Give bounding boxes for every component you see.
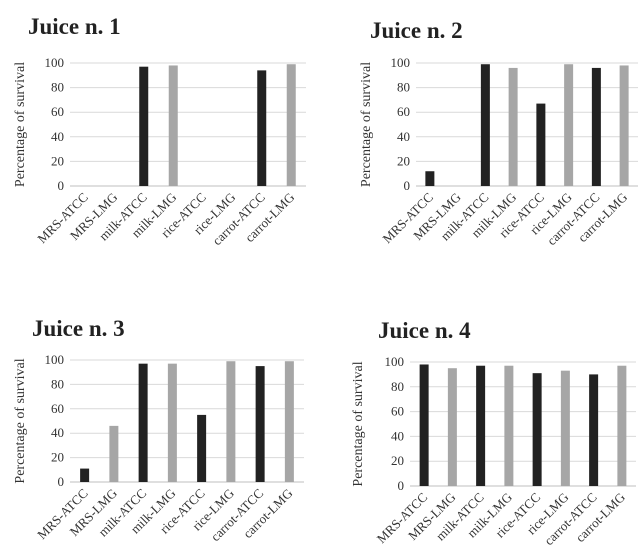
y-tick-label: 20	[391, 453, 404, 468]
bar-carrot-atcc	[591, 67, 601, 186]
y-tick-label: 40	[51, 129, 64, 144]
y-tick-label: 100	[385, 354, 405, 369]
bar-rice-atcc	[197, 414, 207, 482]
bar-carrot-lmg	[617, 365, 627, 486]
y-tick-label: 20	[51, 450, 64, 465]
bar-milk-lmg	[168, 65, 178, 186]
bar-rice-lmg	[560, 370, 570, 486]
y-tick-label: 40	[391, 428, 404, 443]
y-tick-label: 0	[58, 474, 65, 489]
bar-mrs-atcc	[80, 468, 90, 482]
y-tick-label: 0	[58, 178, 65, 193]
y-tick-label: 100	[45, 352, 65, 367]
y-axis-label: Percentage of survival	[351, 361, 366, 486]
y-tick-label: 80	[397, 80, 410, 95]
bar-carrot-lmg	[284, 361, 294, 482]
y-tick-label: 80	[51, 80, 64, 95]
y-tick-label: 80	[51, 376, 64, 391]
bar-carrot-atcc	[257, 70, 267, 186]
chart-panel-4: Juice n. 4 Percentage of survival 0 20 40 60 8…	[351, 318, 636, 548]
y-axis-label: Percentage of survival	[13, 358, 28, 483]
y-tick-label: 20	[397, 153, 410, 168]
bar-milk-atcc	[138, 363, 148, 482]
chart-panel-1: Juice n. 1 Percentage of survival 0 20 40 60 8…	[13, 14, 306, 248]
y-tick-label: 60	[397, 104, 410, 119]
chart-title: Juice n. 4	[378, 318, 471, 343]
bar-milk-atcc	[139, 66, 149, 186]
bar-milk-atcc	[480, 64, 490, 186]
bar-rice-lmg	[226, 361, 236, 482]
bar-mrs-lmg	[447, 368, 457, 486]
bar-milk-lmg	[167, 363, 177, 482]
y-tick-label: 0	[398, 478, 405, 493]
bar-mrs-lmg	[109, 425, 119, 482]
y-axis-label: Percentage of survival	[359, 62, 374, 187]
y-tick-label: 20	[51, 153, 64, 168]
bar-carrot-atcc	[589, 374, 599, 486]
chart-panel-2: Juice n. 2 Percentage of survival 0 20 40 60 8…	[359, 18, 638, 248]
bar-rice-atcc	[532, 373, 542, 486]
y-axis-label: Percentage of survival	[13, 62, 28, 187]
y-tick-label: 100	[45, 55, 65, 70]
y-tick-label: 100	[391, 55, 411, 70]
y-tick-label: 40	[397, 129, 410, 144]
bar-carrot-lmg	[619, 65, 629, 186]
y-tick-label: 60	[51, 104, 64, 119]
bar-carrot-atcc	[255, 366, 265, 482]
chart-title: Juice n. 3	[32, 316, 125, 341]
bar-milk-atcc	[476, 365, 486, 486]
bar-rice-atcc	[536, 103, 546, 186]
y-tick-label: 40	[51, 425, 64, 440]
bar-rice-lmg	[564, 64, 574, 186]
bar-carrot-lmg	[286, 64, 296, 186]
y-tick-label: 80	[391, 379, 404, 394]
chart-title: Juice n. 1	[28, 14, 121, 39]
bar-milk-lmg	[504, 365, 514, 486]
bar-mrs-atcc	[425, 171, 435, 186]
y-tick-label: 60	[391, 404, 404, 419]
y-tick-label: 60	[51, 401, 64, 416]
chart-panel-3: Juice n. 3 Percentage of survival 0 20 40 60 8…	[13, 316, 304, 544]
chart-title: Juice n. 2	[370, 18, 463, 43]
bar-mrs-atcc	[419, 364, 429, 486]
bar-milk-lmg	[508, 67, 518, 186]
y-tick-label: 0	[404, 178, 411, 193]
